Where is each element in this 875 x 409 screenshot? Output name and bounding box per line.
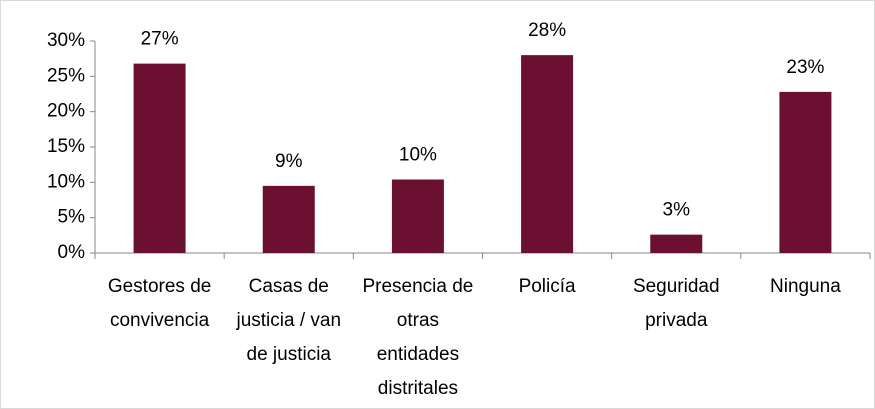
y-tick-label: 15% — [47, 136, 85, 157]
data-label: 28% — [528, 20, 566, 41]
y-tick-label: 25% — [47, 65, 85, 86]
y-tick-label: 10% — [47, 171, 85, 192]
x-tick-label: Presencia de otras entidades distritales — [362, 276, 474, 399]
data-label: 3% — [663, 200, 691, 221]
y-tick-label: 30% — [47, 30, 85, 51]
x-tick-label: Gestores de convivencia — [107, 276, 212, 331]
bar — [521, 55, 574, 254]
bar — [262, 185, 315, 253]
bar — [391, 179, 444, 253]
data-label: 23% — [786, 57, 824, 78]
x-tick-label: Casas de justicia / van de justicia — [236, 276, 342, 365]
bar — [650, 234, 703, 253]
y-tick-label: 5% — [58, 207, 86, 228]
bar — [133, 63, 186, 253]
data-label: 10% — [399, 145, 437, 166]
y-tick-label: 20% — [47, 101, 85, 122]
y-tick-label: 0% — [58, 242, 86, 263]
x-tick-label: Seguridad privada — [632, 276, 720, 331]
x-tick-label: Ninguna — [770, 276, 841, 297]
data-label: 9% — [275, 151, 303, 172]
bar — [779, 91, 832, 253]
data-label: 27% — [141, 29, 179, 50]
x-tick-label: Policía — [518, 276, 576, 297]
